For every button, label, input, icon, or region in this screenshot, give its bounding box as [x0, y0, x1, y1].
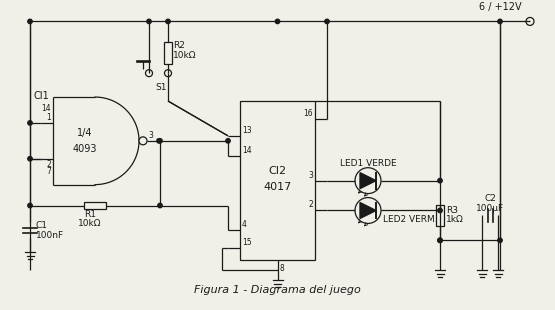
Text: 2: 2	[308, 201, 313, 210]
Text: CI1: CI1	[34, 91, 50, 101]
Circle shape	[438, 208, 442, 213]
Text: 1: 1	[46, 113, 51, 122]
Circle shape	[28, 121, 32, 125]
Text: 2: 2	[46, 160, 51, 169]
Circle shape	[325, 19, 329, 24]
Text: 10kΩ: 10kΩ	[78, 219, 102, 228]
Text: 14: 14	[42, 104, 51, 113]
Text: 4: 4	[242, 220, 247, 229]
Circle shape	[157, 139, 161, 143]
Text: R2: R2	[173, 41, 185, 50]
Text: C2: C2	[484, 193, 496, 202]
Text: CI2: CI2	[269, 166, 286, 176]
Text: 1kΩ: 1kΩ	[446, 215, 464, 224]
Text: 16: 16	[304, 109, 313, 118]
Text: LED1 VERDE: LED1 VERDE	[340, 159, 397, 168]
Circle shape	[158, 139, 162, 143]
Text: C1: C1	[36, 221, 48, 230]
Circle shape	[438, 179, 442, 183]
Circle shape	[498, 238, 502, 242]
Text: S1: S1	[155, 83, 166, 92]
Text: 7: 7	[46, 167, 51, 176]
Circle shape	[438, 238, 442, 242]
Circle shape	[498, 19, 502, 24]
Circle shape	[28, 19, 32, 24]
Bar	[240, 101, 315, 260]
Text: 13: 13	[242, 126, 251, 135]
Text: 6 / +12V: 6 / +12V	[478, 2, 521, 12]
Text: 10kΩ: 10kΩ	[173, 51, 196, 60]
Circle shape	[226, 139, 230, 143]
Text: R3: R3	[446, 206, 458, 215]
Text: 1/4: 1/4	[77, 128, 93, 138]
Text: Figura 1 - Diagrama del juego: Figura 1 - Diagrama del juego	[194, 285, 360, 295]
Polygon shape	[360, 202, 376, 219]
Text: 14: 14	[242, 146, 251, 155]
Text: R1: R1	[84, 210, 96, 219]
Text: 100μF: 100μF	[476, 204, 504, 213]
Circle shape	[275, 19, 280, 24]
Bar	[436, 205, 444, 226]
Text: 3: 3	[308, 170, 313, 180]
Text: 100nF: 100nF	[36, 231, 64, 240]
Text: 8: 8	[280, 264, 284, 273]
Bar	[164, 42, 172, 64]
Text: LED2 VERM.: LED2 VERM.	[383, 215, 438, 224]
Text: 4017: 4017	[264, 182, 291, 192]
Circle shape	[139, 137, 147, 145]
Circle shape	[166, 19, 170, 24]
Circle shape	[145, 70, 153, 77]
Polygon shape	[360, 173, 376, 188]
Circle shape	[28, 157, 32, 161]
Text: 3: 3	[148, 131, 153, 140]
Bar	[84, 202, 106, 210]
Circle shape	[28, 203, 32, 208]
Text: 15: 15	[242, 238, 251, 247]
Circle shape	[147, 19, 151, 24]
Circle shape	[164, 70, 171, 77]
Circle shape	[438, 238, 442, 242]
Circle shape	[158, 203, 162, 208]
Text: 4093: 4093	[73, 144, 97, 154]
